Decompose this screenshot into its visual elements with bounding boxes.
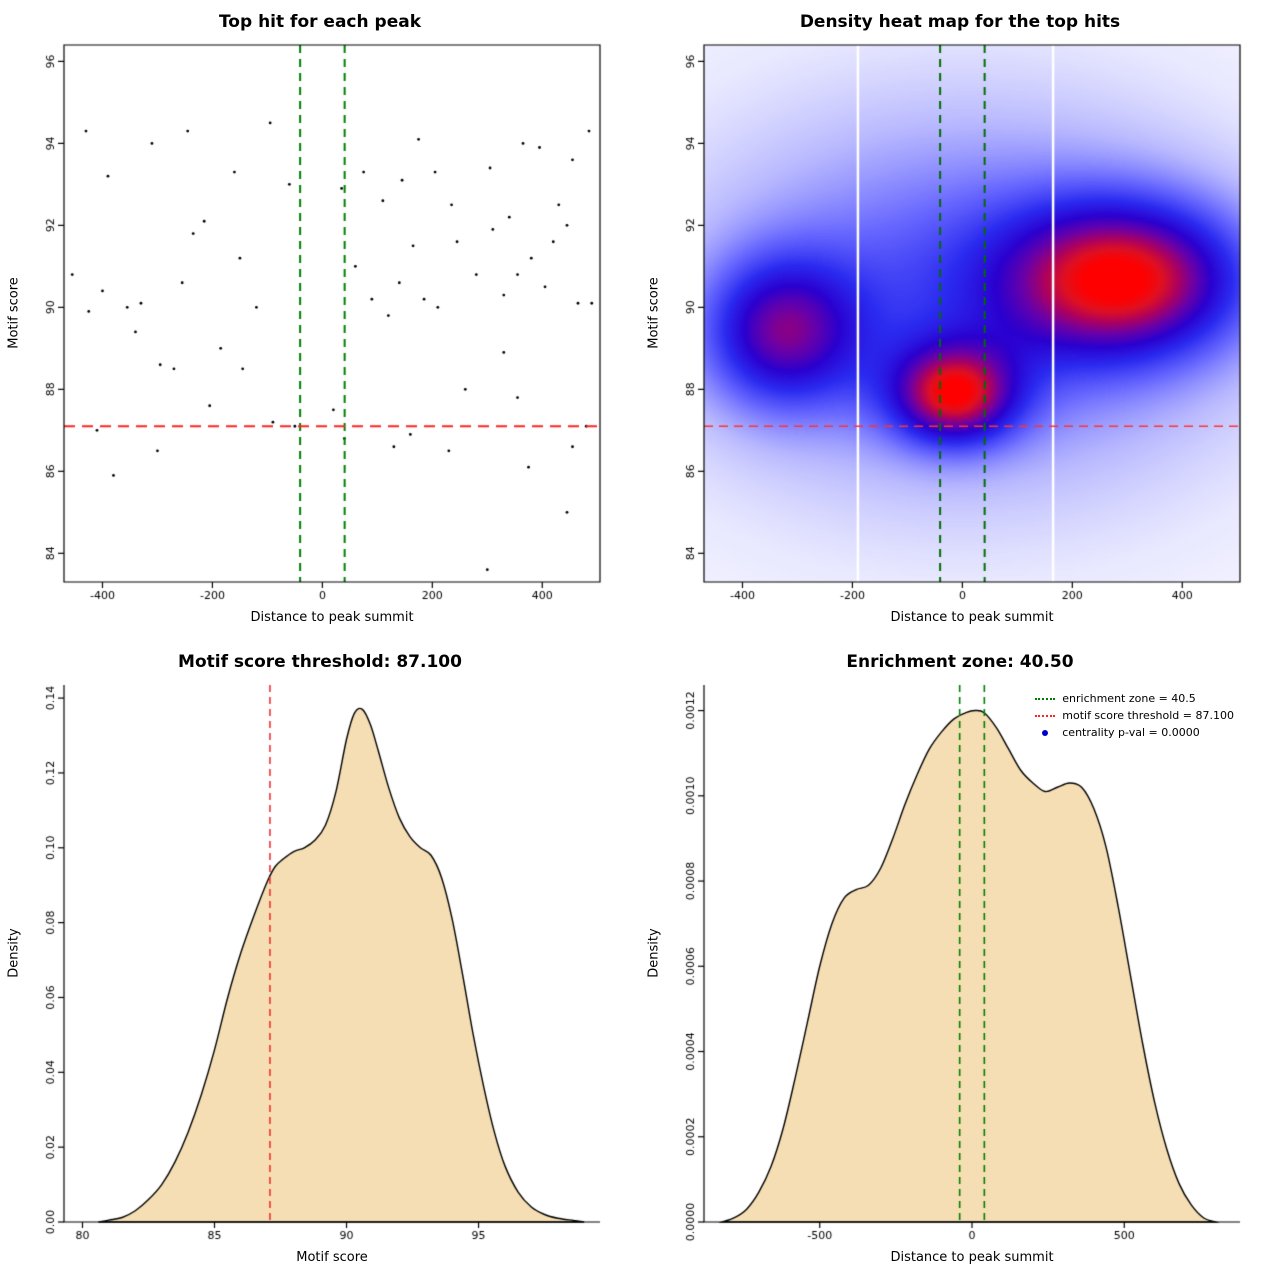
legend: enrichment zone = 40.5 motif score thres…: [1035, 692, 1234, 739]
scatter-title: Top hit for each peak: [218, 12, 422, 32]
heatmap-title: Density heat map for the top hits: [799, 12, 1121, 32]
legend-label: enrichment zone = 40.5: [1062, 692, 1196, 705]
panel-distance-density: Enrichment zone: 40.50 Distance to peak …: [640, 640, 1280, 1280]
distance-density-title: Enrichment zone: 40.50: [846, 652, 1074, 672]
blue-point-icon: [1035, 729, 1055, 737]
legend-label: centrality p-val = 0.0000: [1062, 726, 1200, 739]
red-dotted-line-icon: [1035, 714, 1056, 717]
legend-point-marker: [1042, 729, 1049, 736]
score-density-canvas: [0, 640, 640, 1280]
score-density-x-axis-label: Motif score: [296, 1250, 368, 1265]
legend-label: motif score threshold = 87.100: [1062, 709, 1234, 722]
green-dotted-line-icon: [1035, 697, 1056, 700]
heatmap-canvas: [640, 0, 1280, 640]
panel-motif-score-density: Motif score threshold: 87.100 Motif scor…: [0, 640, 640, 1280]
score-density-y-axis-label: Density: [6, 928, 22, 978]
panel-density-heatmap: Density heat map for the top hits Distan…: [640, 0, 1280, 640]
legend-item-score-threshold: motif score threshold = 87.100: [1035, 709, 1234, 722]
scatter-y-axis-label: Motif score: [6, 277, 22, 349]
heatmap-y-axis-label: Motif score: [646, 277, 662, 349]
heatmap-x-axis-label: Distance to peak summit: [890, 610, 1054, 625]
panel-scatter-top-hits: Top hit for each peak Distance to peak s…: [0, 0, 640, 640]
scatter-canvas: [0, 0, 640, 640]
score-density-title: Motif score threshold: 87.100: [178, 652, 462, 672]
distance-density-x-axis-label: Distance to peak summit: [890, 1250, 1054, 1265]
distance-density-y-axis-label: Density: [646, 928, 662, 978]
legend-item-enrichment-zone: enrichment zone = 40.5: [1035, 692, 1234, 705]
distance-density-canvas: [640, 640, 1280, 1280]
scatter-x-axis-label: Distance to peak summit: [250, 610, 414, 625]
legend-item-centrality-pval: centrality p-val = 0.0000: [1035, 726, 1234, 739]
